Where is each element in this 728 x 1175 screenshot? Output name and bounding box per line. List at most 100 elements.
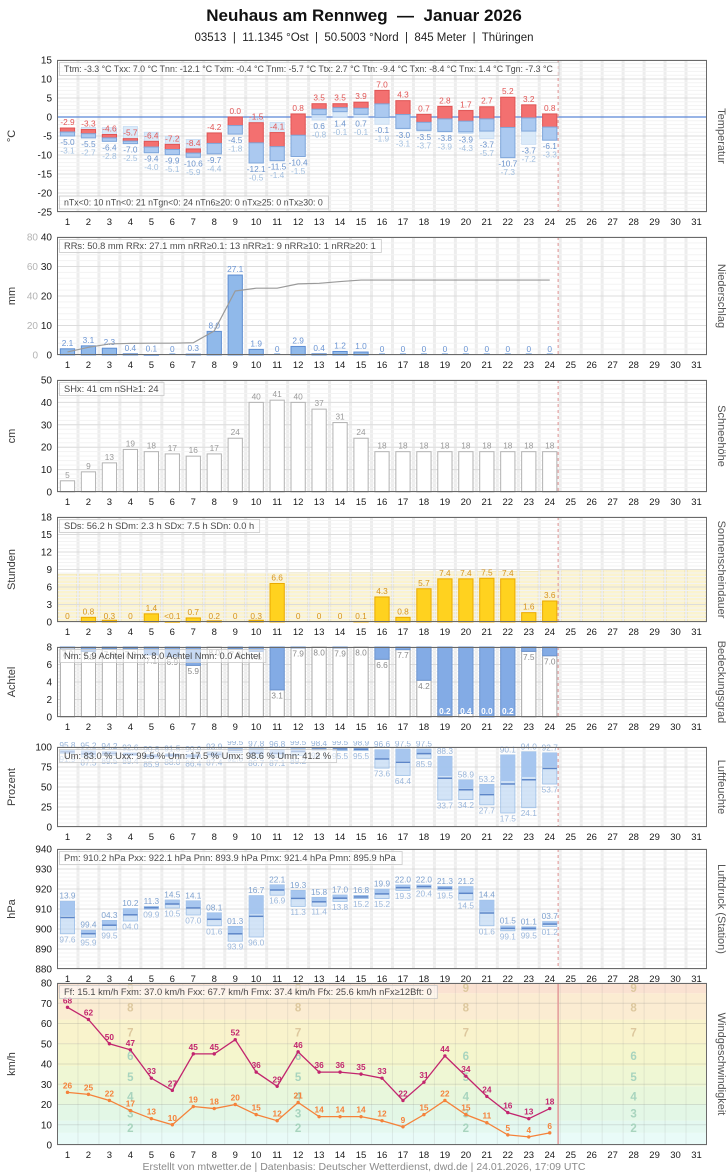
svg-text:5: 5	[149, 722, 154, 733]
svg-text:10: 10	[251, 1150, 262, 1161]
svg-text:21: 21	[482, 497, 493, 508]
svg-text:17: 17	[398, 722, 409, 733]
svg-text:27.7: 27.7	[479, 805, 496, 815]
svg-text:SDs: 56.2 h SDm: 2.3 h S: SDs: 56.2 h SDm: 2.3 h SDx: 7.5 h SDn: 0…	[64, 521, 254, 531]
svg-text:10: 10	[41, 1120, 53, 1131]
svg-text:7.9: 7.9	[334, 648, 346, 658]
svg-text:7.5: 7.5	[250, 652, 262, 662]
svg-text:7: 7	[191, 832, 196, 843]
svg-text:7.4: 7.4	[439, 568, 451, 578]
svg-text:0: 0	[233, 611, 238, 621]
svg-text:19.3: 19.3	[395, 891, 412, 901]
svg-text:10: 10	[41, 465, 53, 476]
svg-text:3.1: 3.1	[83, 335, 95, 345]
svg-text:-0.1: -0.1	[354, 127, 369, 137]
svg-text:89.2: 89.2	[290, 756, 307, 766]
station-info: 03513 | 11.1345 °Ost | 50.5003 °Nord | 8…	[194, 32, 534, 44]
svg-text:6.6: 6.6	[271, 573, 283, 583]
svg-text:2.3: 2.3	[104, 337, 116, 347]
svg-text:68: 68	[63, 995, 73, 1005]
svg-text:6: 6	[170, 974, 175, 985]
svg-text:-4.0: -4.0	[144, 162, 159, 172]
svg-text:01.2: 01.2	[542, 927, 559, 937]
svg-text:6: 6	[170, 1150, 175, 1161]
svg-text:0.8: 0.8	[397, 606, 409, 616]
svg-text:0: 0	[65, 611, 70, 621]
svg-text:5.9: 5.9	[188, 666, 200, 676]
svg-text:930: 930	[35, 865, 52, 876]
svg-text:64.4: 64.4	[395, 776, 412, 786]
svg-text:26: 26	[586, 1150, 597, 1161]
svg-text:04.3: 04.3	[101, 910, 118, 920]
svg-text:20: 20	[41, 1100, 53, 1111]
svg-text:9: 9	[233, 974, 238, 985]
svg-text:17: 17	[398, 497, 409, 508]
svg-text:17: 17	[398, 832, 409, 843]
svg-text:11: 11	[272, 722, 282, 733]
svg-text:900: 900	[35, 925, 52, 936]
svg-text:1: 1	[65, 360, 70, 371]
svg-text:3: 3	[107, 360, 112, 371]
svg-text:8: 8	[463, 1002, 470, 1014]
svg-text:40: 40	[27, 292, 39, 303]
svg-text:4: 4	[463, 1091, 470, 1103]
svg-text:20: 20	[231, 1093, 241, 1103]
svg-text:0.4: 0.4	[460, 706, 472, 716]
svg-text:12: 12	[41, 548, 53, 559]
svg-text:16: 16	[377, 1150, 388, 1161]
svg-text:28: 28	[628, 497, 639, 508]
svg-text:4: 4	[128, 1150, 133, 1161]
svg-text:31: 31	[419, 1070, 429, 1080]
svg-text:16.8: 16.8	[353, 885, 370, 895]
svg-text:23: 23	[523, 974, 534, 985]
svg-text:47: 47	[126, 1038, 136, 1048]
svg-text:5: 5	[295, 1072, 302, 1084]
svg-text:17.0: 17.0	[332, 885, 349, 895]
svg-text:11.4: 11.4	[311, 907, 327, 917]
svg-text:-6.4: -6.4	[102, 142, 117, 152]
svg-text:31: 31	[691, 1150, 702, 1161]
svg-text:26: 26	[586, 974, 597, 985]
svg-text:28: 28	[628, 217, 639, 228]
svg-text:0.7: 0.7	[418, 103, 430, 113]
svg-text:1.7: 1.7	[460, 100, 472, 110]
svg-text:1: 1	[65, 217, 70, 228]
svg-text:37: 37	[314, 398, 324, 408]
svg-text:7: 7	[191, 974, 196, 985]
svg-text:8: 8	[46, 643, 52, 654]
svg-text:hPa: hPa	[6, 898, 18, 918]
svg-text:18: 18	[419, 217, 430, 228]
svg-text:-1.5: -1.5	[249, 112, 264, 122]
svg-text:30: 30	[670, 832, 681, 843]
svg-text:19: 19	[440, 217, 451, 228]
svg-text:21: 21	[482, 832, 493, 843]
svg-text:9: 9	[127, 983, 133, 995]
svg-text:0: 0	[422, 344, 427, 354]
svg-text:99.5: 99.5	[227, 741, 244, 747]
svg-text:73.6: 73.6	[374, 769, 391, 779]
svg-text:Prozent: Prozent	[6, 768, 18, 806]
svg-text:-4.3: -4.3	[459, 143, 474, 153]
svg-text:22: 22	[503, 832, 514, 843]
svg-text:17: 17	[126, 1099, 136, 1109]
svg-text:Um: 83.0 % Uxx: 99.5 % U: Um: 83.0 % Uxx: 99.5 % Unn: 17.5 % Umx: …	[64, 751, 331, 761]
svg-text:2.9: 2.9	[292, 335, 304, 345]
svg-text:10: 10	[251, 497, 262, 508]
svg-text:24: 24	[482, 1084, 492, 1094]
svg-text:8: 8	[212, 974, 217, 985]
svg-text:2: 2	[46, 695, 52, 706]
svg-text:20: 20	[461, 1150, 472, 1161]
svg-text:16.9: 16.9	[269, 896, 286, 906]
svg-text:-3.7: -3.7	[522, 145, 537, 155]
svg-text:16: 16	[377, 722, 388, 733]
svg-text:99.4: 99.4	[80, 920, 97, 930]
svg-text:01.3: 01.3	[227, 916, 244, 926]
svg-text:92.8: 92.8	[227, 753, 244, 763]
svg-text:2: 2	[86, 497, 91, 508]
svg-text:0.8: 0.8	[83, 606, 95, 616]
svg-text:0: 0	[338, 611, 343, 621]
svg-text:-10.4: -10.4	[289, 158, 308, 168]
svg-text:-8.4: -8.4	[186, 138, 201, 148]
svg-text:7.8: 7.8	[229, 649, 241, 659]
